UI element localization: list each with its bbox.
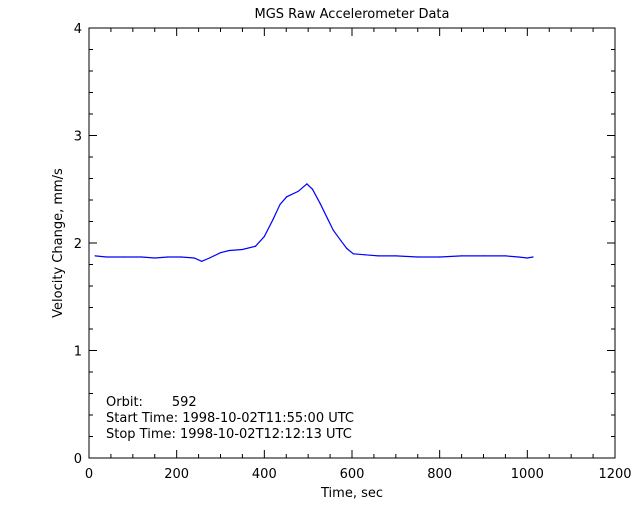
annotation-stop-time: Stop Time: 1998-10-02T12:12:13 UTC [106,427,352,442]
data-point [377,255,379,257]
data-point [311,188,314,190]
y-tick-label: 4 [74,22,82,37]
data-point [219,252,222,254]
data-point [208,257,211,259]
data-point [201,260,203,262]
chart-title: MGS Raw Accelerometer Data [254,7,449,22]
data-point [263,235,265,238]
y-tick-label: 1 [74,345,82,360]
y-tick-label: 3 [74,130,82,145]
y-tick-label: 2 [74,237,82,252]
data-point [532,256,534,258]
data-point [517,256,520,258]
data-point [352,253,354,255]
y-axis-label: Velocity Change, mm/s [51,168,66,318]
x-tick-label: 800 [427,467,452,482]
x-tick-label: 400 [252,467,277,482]
data-point [364,254,366,256]
x-tick-label: 200 [164,467,189,482]
data-point [306,183,308,185]
data-point [123,256,125,258]
data-point [460,255,463,257]
data-point [504,255,507,257]
data-point [167,256,169,258]
data-point [272,218,274,220]
data-point [105,256,108,258]
data-point [141,256,143,258]
data-point [254,245,257,247]
data-point [319,202,321,204]
x-tick-label: 1000 [511,467,544,482]
annotation-start-time: Start Time: 1998-10-02T11:55:00 UTC [106,411,354,426]
data-point [279,203,281,205]
data-point [346,247,348,249]
data-point [526,257,528,259]
plot-frame [88,27,616,459]
annotation-orbit: Orbit: 592 [106,395,197,410]
x-tick-label: 600 [340,467,365,482]
y-tick-label: 0 [74,452,82,467]
data-point [395,255,397,257]
data-point [154,257,156,259]
data-point [332,229,334,231]
velocity-series-line [95,183,534,262]
x-tick-label: 1200 [598,467,631,482]
data-point [482,255,485,257]
data-point [439,256,441,258]
data-point [340,240,342,242]
x-axis-label: Time, sec [320,486,383,501]
data-point [228,249,230,252]
data-point [241,248,244,251]
x-tick-label: 0 [85,467,93,482]
data-point [193,257,195,259]
data-point [180,256,182,258]
data-point [327,218,329,220]
data-point [94,255,96,257]
data-point [297,190,299,192]
data-point [286,196,288,198]
data-point [417,256,419,258]
